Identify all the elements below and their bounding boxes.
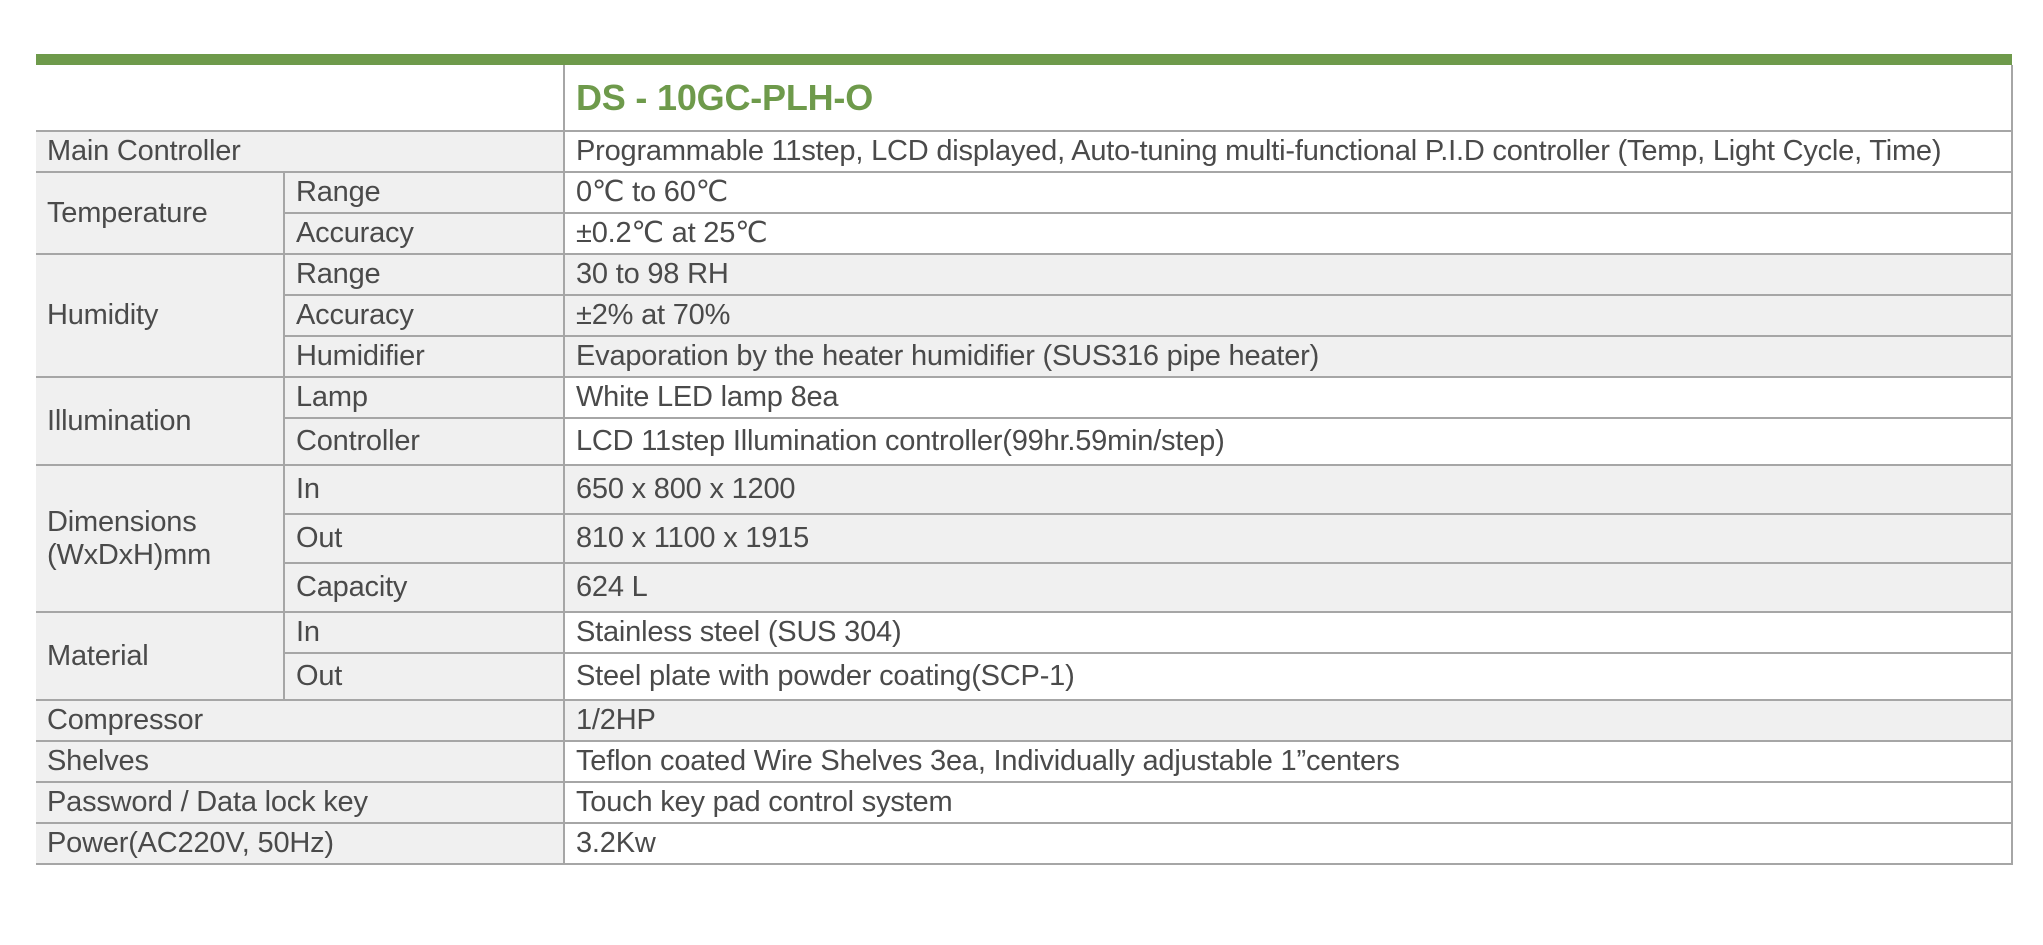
sub-label: In [283,611,565,654]
model-name: DS - 10GC-PLH-O [563,65,2013,132]
row-password: Password / Data lock key Touch key pad c… [36,781,2013,824]
row-value: Programmable 11step, LCD displayed, Auto… [563,130,2013,173]
row-illumination-lamp: Illumination Lamp White LED lamp 8ea [36,376,2013,466]
sub-label: Humidifier [284,335,565,378]
sub-label: Controller [284,417,565,466]
row-label: Compressor [36,699,565,742]
header-blank-cell [36,65,565,132]
sub-label: In [283,464,565,515]
sub-label: Range [283,171,565,214]
sub-label: Accuracy [284,294,565,337]
row-value: 810 x 1100 x 1915 [563,513,2013,564]
row-power: Power(AC220V, 50Hz) 3.2Kw [36,822,2013,865]
row-value: White LED lamp 8ea [563,376,2013,419]
row-label: Shelves [36,740,565,783]
sub-label: Out [284,652,565,701]
row-label: Password / Data lock key [36,781,565,824]
row-temperature-accuracy: Accuracy ±0.2℃ at 25℃ [36,212,2013,255]
row-value: Teflon coated Wire Shelves 3ea, Individu… [563,740,2013,783]
sub-label: Out [284,513,565,564]
table-header-row: DS - 10GC-PLH-O [36,65,2013,132]
row-label: Material [36,611,285,701]
row-label: Humidity [36,253,285,378]
row-humidity-accuracy: Accuracy ±2% at 70% [36,294,2013,337]
row-dimensions-in: Dimensions (WxDxH)mm In 650 x 800 x 1200 [36,464,2013,613]
row-value: 3.2Kw [563,822,2013,865]
header-accent-bar [36,54,2012,65]
row-humidity-range: Humidity Range 30 to 98 RH [36,253,2013,378]
row-dimensions-capacity: Capacity 624 L [36,562,2013,613]
row-value: Evaporation by the heater humidifier (SU… [563,335,2013,378]
row-humidity-humidifier: Humidifier Evaporation by the heater hum… [36,335,2013,378]
row-value: 1/2HP [563,699,2013,742]
row-dimensions-out: Out 810 x 1100 x 1915 [36,513,2013,564]
spec-table: DS - 10GC-PLH-O Main Controller Programm… [36,65,2013,865]
sub-label: Capacity [284,562,565,613]
row-label: Dimensions (WxDxH)mm [36,464,285,613]
row-label: Illumination [36,376,285,466]
sub-label: Range [283,253,565,296]
row-label: Temperature [36,171,285,255]
row-value: ±2% at 70% [563,294,2013,337]
row-value: 0℃ to 60℃ [563,171,2013,214]
row-value: Steel plate with powder coating(SCP-1) [563,652,2013,701]
row-label: Main Controller [36,130,565,173]
row-material-in: Material In Stainless steel (SUS 304) [36,611,2013,701]
row-value: ±0.2℃ at 25℃ [563,212,2013,255]
row-value: 650 x 800 x 1200 [563,464,2013,515]
row-main-controller: Main Controller Programmable 11step, LCD… [36,130,2013,173]
spec-sheet: DS - 10GC-PLH-O Main Controller Programm… [36,54,2013,865]
sub-label: Lamp [283,376,565,419]
row-illumination-controller: Controller LCD 11step Illumination contr… [36,417,2013,466]
row-value: LCD 11step Illumination controller(99hr.… [563,417,2013,466]
row-value: Touch key pad control system [563,781,2013,824]
row-material-out: Out Steel plate with powder coating(SCP-… [36,652,2013,701]
row-shelves: Shelves Teflon coated Wire Shelves 3ea, … [36,740,2013,783]
row-compressor: Compressor 1/2HP [36,699,2013,742]
row-label: Power(AC220V, 50Hz) [36,822,565,865]
row-value: 624 L [563,562,2013,613]
sub-label: Accuracy [284,212,565,255]
row-value: 30 to 98 RH [563,253,2013,296]
row-value: Stainless steel (SUS 304) [563,611,2013,654]
row-temperature-range: Temperature Range 0℃ to 60℃ [36,171,2013,255]
